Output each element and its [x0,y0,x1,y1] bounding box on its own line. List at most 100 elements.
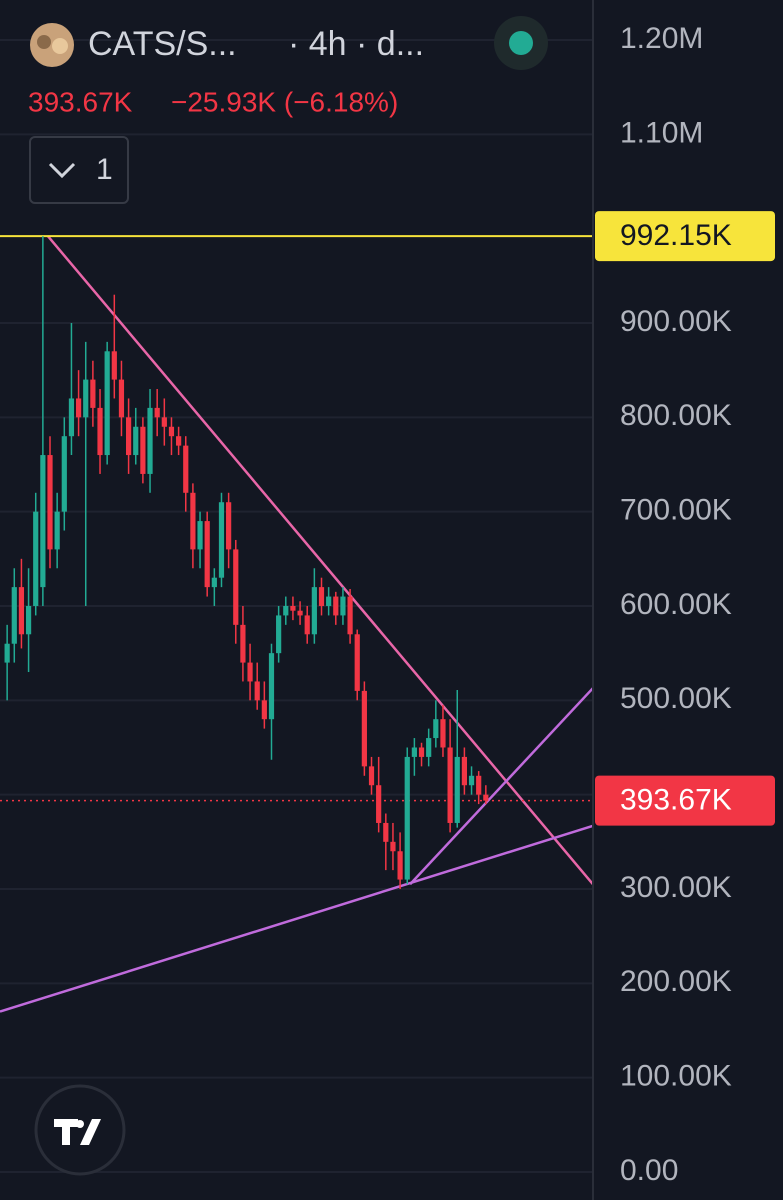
trendline [46,235,593,886]
candle-body [297,610,303,616]
candle-body [104,351,110,456]
candle-body [283,605,289,616]
tv-logo-dot [76,1120,84,1128]
candle-body [61,436,67,512]
indicator-toggle[interactable] [29,136,129,204]
candle-body [233,549,239,625]
candle-body [383,822,389,842]
candle-body [340,596,346,616]
status-dot [509,31,533,55]
trendline [0,824,593,1013]
y-tick-label: 1.20M [620,22,703,55]
candle-body [261,700,267,720]
y-tick-label: 900.00K [620,305,732,338]
candle-body [426,738,432,757]
y-tick-label: 0.00 [620,1154,678,1187]
y-tick-label: 700.00K [620,494,732,527]
price-change: −25.93K (−6.18%) [171,86,398,117]
candle-body [454,756,460,823]
candle-body [11,587,17,644]
candle-body [354,634,360,691]
candle-body [176,436,182,446]
candle-body [25,605,32,635]
chevron-icon [48,162,76,179]
candle-body [326,596,332,606]
candle-body [411,747,417,757]
avatar-detail [37,35,51,49]
candle-body [90,379,96,408]
drawings [0,235,593,1013]
price-label-box [595,775,775,826]
candle-body [83,379,89,418]
price-label: 992.15K [620,219,732,252]
candle-body [247,662,253,682]
candle-body [118,379,125,418]
candle-body [240,624,246,663]
last-price: 393.67K [28,86,133,117]
candle-body [75,398,82,418]
candle-body [197,521,203,550]
symbol[interactable]: CATS/S... [88,25,237,63]
candle-body [418,747,425,757]
candle-body [218,502,225,578]
tv-logo[interactable] [34,1084,126,1176]
candle-body [33,511,39,606]
candle-body [111,351,117,380]
candle-body [376,785,382,823]
candle-body [433,719,439,739]
price-label: 393.67K [620,784,732,817]
candles [4,236,489,889]
candle-body [97,407,103,456]
candle-body [40,455,46,588]
price-axis: 0.00100.00K200.00K300.00K400.00K500.00K6… [595,22,775,1187]
candle-body [54,511,60,550]
avatar-detail [52,38,68,54]
candle-body [476,775,482,795]
tv-logo-mark [54,1119,101,1145]
candle-body [268,653,275,720]
candle-body [4,643,10,663]
candle-body [204,521,210,588]
y-tick-label: 600.00K [620,588,732,621]
y-tick-label: 800.00K [620,399,732,432]
symbol-avatar [30,23,74,67]
candle-body [254,681,260,701]
candle-body [211,577,217,588]
y-tick-label: 300.00K [620,871,732,904]
candle-body [133,426,139,456]
candle-body [140,426,146,474]
candle-body [154,407,160,418]
candle-body [161,417,167,427]
candle-body [168,426,175,437]
candle-body [18,587,25,635]
y-tick-label: 1.10M [620,116,703,149]
price-label-box [595,211,775,262]
candle-body [47,455,53,550]
candle-body [290,605,296,611]
candle-body [461,756,467,786]
candle-body [68,398,75,437]
trendline [409,687,593,886]
candle-body [390,841,396,852]
candle-body [311,587,317,635]
candle-body [447,747,453,823]
candle-body [404,756,410,880]
y-tick-label: 200.00K [620,965,732,998]
candle-body [318,587,325,606]
candle-body [468,775,475,786]
candle-body [190,492,196,550]
candle-body [483,794,489,801]
candle-body [440,719,446,748]
candle-body [276,615,282,654]
candle-body [147,407,153,474]
candle-body [304,615,310,635]
candle-body [126,417,132,456]
candle-body [226,502,232,550]
y-tick-label: 500.00K [620,682,732,715]
candle-body [361,690,367,767]
y-tick-label: 100.00K [620,1060,732,1093]
candle-body [397,851,403,880]
interval[interactable]: · 4h · d... [288,25,424,63]
